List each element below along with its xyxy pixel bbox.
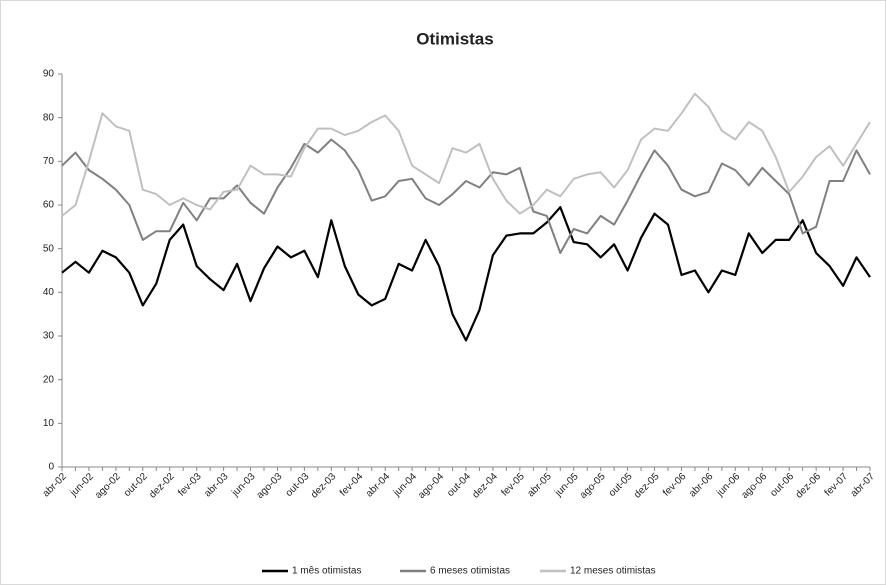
chart-title: Otimistas [416,29,493,48]
y-tick-label: 90 [43,69,55,80]
series-line [61,206,871,342]
series-line [61,92,871,217]
legend-label: 1 mês otimistas [292,566,361,577]
legend-label: 12 meses otimistas [570,566,656,577]
y-tick-label: 0 [48,462,54,473]
y-tick-label: 10 [43,418,55,429]
y-tick-label: 80 [43,112,55,123]
y-tick-label: 70 [43,156,55,167]
y-tick-label: 40 [43,287,55,298]
series-line [61,138,871,254]
legend-label: 6 meses otimistas [430,566,510,577]
y-tick-label: 60 [43,200,55,211]
y-tick-label: 20 [43,374,55,385]
y-tick-label: 50 [43,243,55,254]
y-tick-label: 30 [43,331,55,342]
